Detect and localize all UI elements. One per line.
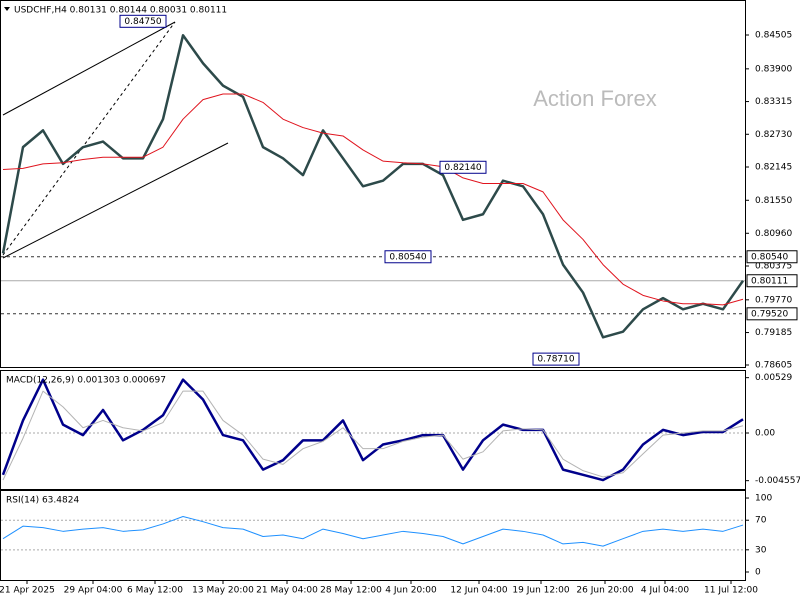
series-line (2, 516, 744, 547)
y-tick-label: 0.80375 (755, 261, 792, 271)
annotation-label: 0.84750 (124, 17, 161, 27)
y-tick-label: 0.83315 (755, 97, 792, 107)
x-tick-label: 26 Jun 20:00 (576, 586, 633, 596)
y-tick-label: 0.00529 (755, 373, 792, 383)
annotation-label: 0.80540 (389, 252, 426, 262)
level-label: 0.80540 (751, 252, 788, 262)
y-tick-label: 0.81550 (755, 196, 792, 206)
menu-arrow (4, 7, 10, 11)
series-line (1, 34, 745, 339)
y-tick-label: 30 (755, 545, 767, 555)
panel-title: USDCHF,H4 0.80131 0.80144 0.80031 0.8011… (14, 6, 227, 16)
y-tick-label: 0.84505 (755, 31, 792, 41)
level-box (746, 274, 798, 288)
x-tick-label: 4 Jul 04:00 (641, 586, 690, 596)
x-tick-label: 29 Apr 04:00 (64, 586, 123, 596)
y-tick-label: 0.79185 (755, 328, 792, 338)
x-tick-label: 28 May 12:00 (320, 586, 382, 596)
annotation-box (384, 250, 432, 264)
x-tick-label: 13 May 20:00 (192, 586, 254, 596)
series-line (2, 390, 744, 481)
annotation-box (439, 160, 487, 174)
level-label: 0.79520 (751, 309, 788, 319)
y-tick-label: 0.82145 (755, 162, 792, 172)
x-tick-label: 11 Jul 12:00 (704, 586, 758, 596)
y-tick-label: 0.82730 (755, 130, 792, 140)
y-tick-label: 0 (755, 568, 761, 578)
annotation-label: 0.78710 (537, 355, 574, 365)
watermark: Action Forex (533, 86, 657, 111)
channel-line (2, 21, 176, 116)
x-tick-label: 12 Jun 04:00 (450, 586, 507, 596)
channel-line (2, 142, 229, 259)
panel-title: RSI(14) 63.4824 (6, 496, 79, 506)
y-tick-label: 100 (755, 494, 772, 504)
trend-line (2, 21, 176, 256)
annotation-box (532, 352, 580, 366)
series-line (1, 378, 744, 482)
level-box (746, 307, 798, 321)
y-tick-label: 0.00 (755, 428, 775, 438)
x-tick-label: 21 Apr 2025 (0, 586, 55, 596)
level-box (746, 250, 798, 264)
x-tick-label: 4 Jun 20:00 (385, 586, 437, 596)
annotation-label: 0.82140 (444, 163, 481, 173)
series-line (2, 93, 744, 306)
x-tick-label: 19 Jun 12:00 (512, 586, 569, 596)
y-tick-label: -0.004557 (755, 476, 800, 486)
y-tick-label: 0.80960 (755, 229, 792, 239)
panel-frame (0, 490, 746, 581)
y-tick-label: 0.78605 (755, 360, 792, 370)
annotation-box (119, 14, 167, 28)
x-tick-label: 6 May 12:00 (127, 586, 183, 596)
panel-frame (0, 370, 746, 490)
level-label: 0.80111 (751, 276, 788, 286)
y-tick-label: 0.83900 (755, 64, 792, 74)
x-tick-label: 21 May 04:00 (256, 586, 318, 596)
panel-title: MACD(12,26,9) 0.001303 0.000697 (6, 376, 166, 386)
y-tick-label: 0.79770 (755, 295, 792, 305)
panel-frame (0, 0, 746, 368)
y-tick-label: 70 (755, 516, 767, 526)
